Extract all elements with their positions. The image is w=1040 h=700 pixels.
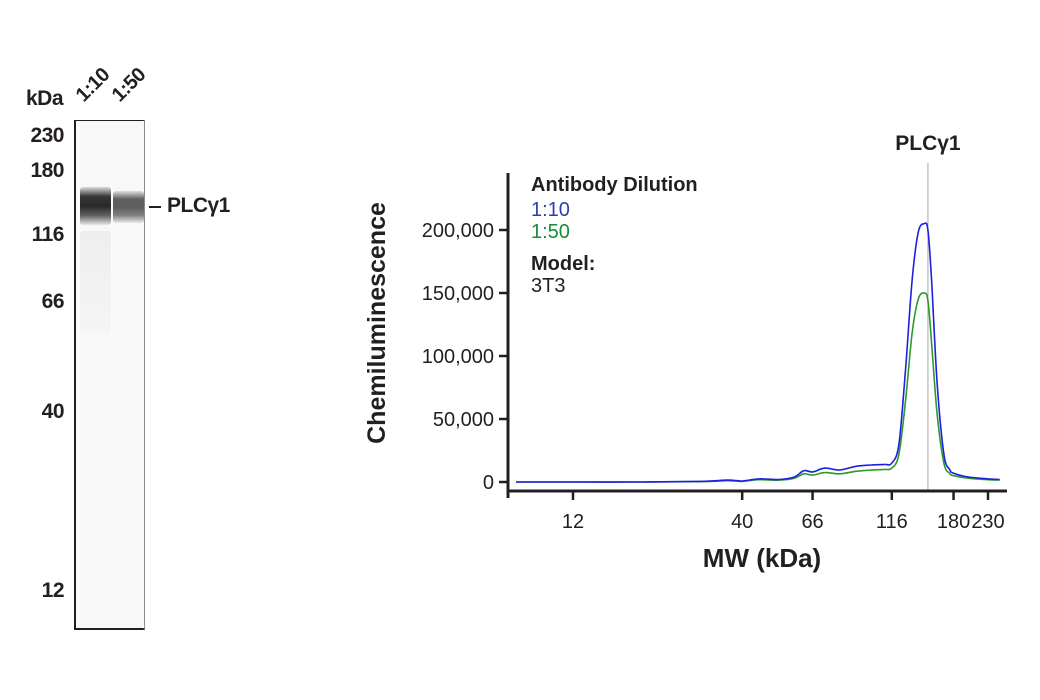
y-tick-label: 0 bbox=[483, 472, 494, 494]
x-tick-label: 12 bbox=[562, 511, 584, 533]
band-lane-2 bbox=[113, 191, 144, 223]
x-axis-label: MW (kDa) bbox=[703, 543, 821, 573]
legend-model-title: Model: bbox=[531, 253, 595, 275]
legend-title: Antibody Dilution bbox=[531, 174, 698, 196]
y-tick-label: 50,000 bbox=[433, 409, 494, 431]
target-marker-line bbox=[149, 206, 161, 208]
band-lane-1 bbox=[80, 187, 111, 225]
lane-2 bbox=[113, 121, 144, 628]
mw-marker-66: 66 bbox=[41, 290, 65, 313]
series-line-1-10 bbox=[516, 222, 1000, 483]
legend-entry-1-10: 1:10 bbox=[531, 199, 570, 221]
y-axis-label: Chemiluminescence bbox=[363, 202, 391, 444]
x-tick-label: 230 bbox=[971, 511, 1004, 533]
x-tick-label: 66 bbox=[801, 511, 823, 533]
mw-marker-116: 116 bbox=[31, 223, 65, 246]
target-annotation: PLCγ1 bbox=[895, 132, 961, 155]
mw-marker-230: 230 bbox=[30, 124, 64, 147]
legend-model-value: 3T3 bbox=[531, 275, 565, 297]
target-band-label: PLCγ1 bbox=[167, 194, 230, 217]
smear-lane-1 bbox=[80, 231, 111, 331]
y-tick-label: 100,000 bbox=[422, 346, 494, 368]
x-tick-label: 116 bbox=[876, 511, 908, 533]
mw-marker-12: 12 bbox=[41, 579, 65, 602]
mw-marker-180: 180 bbox=[30, 159, 64, 182]
series-line-1-50 bbox=[516, 292, 1000, 483]
x-tick-label: 180 bbox=[937, 511, 970, 533]
kda-unit-label: kDa bbox=[26, 87, 64, 110]
y-tick-label: 200,000 bbox=[422, 220, 494, 242]
blot-image bbox=[74, 120, 145, 630]
y-tick-label: 150,000 bbox=[422, 283, 494, 305]
mw-marker-40: 40 bbox=[41, 400, 65, 423]
legend-entry-1-50: 1:50 bbox=[531, 221, 570, 243]
lane-1 bbox=[80, 121, 111, 628]
x-tick-label: 40 bbox=[731, 511, 753, 533]
